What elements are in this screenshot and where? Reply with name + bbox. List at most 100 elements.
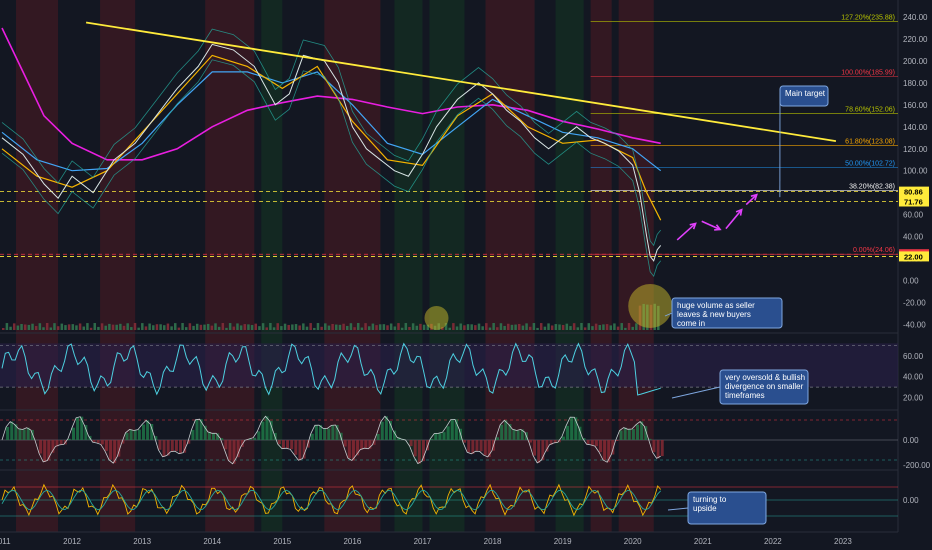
volume-bar [254,323,258,330]
volume-bar [389,323,393,330]
osc-histogram-bar [92,440,96,443]
volume-bar [419,323,422,330]
osc-histogram-bar [496,437,500,440]
price-tag-bg [899,251,929,262]
time-axis-tick: 2011 [0,537,11,546]
volume-bar [536,327,539,330]
osc-histogram-bar [331,425,335,440]
rsi-callout-text: divergence on smaller [725,382,804,391]
momentum-callout-pointer [667,507,689,511]
period-stripe [590,0,612,532]
fib-label: 100.00%(185.99) [841,69,895,76]
volume-bar [400,327,404,330]
volume-bar [477,323,481,330]
volume-bar [283,323,287,330]
volume-bar [481,326,484,330]
osc-histogram-bar [253,437,257,440]
period-stripe [485,0,535,532]
volume-bar [609,325,612,330]
main-price-pane[interactable]: 127.20%(235.88) 100.00%(185.99) 78.60%(152… [0,14,898,330]
volume-bar [349,323,353,330]
volume-bar [550,325,554,330]
price-axis-tick: 100.00 [903,167,928,176]
volume-bar [89,327,93,330]
volume-bar [364,323,367,330]
ma-short-line [1,54,662,221]
volume-bar [31,323,34,330]
volume-bar [635,323,638,330]
time-axis-tick: 2022 [764,537,782,546]
volume-bar [331,323,334,330]
volume-bar [2,328,5,330]
price-axis-tick: 120.00 [903,145,928,154]
volume-bar [386,325,389,330]
osc-histogram-bar [100,440,104,445]
volume-bar [602,324,605,330]
price-axis[interactable]: 240.00 220.00 200.00 180.00 160.00 140.00 120.… [899,13,931,505]
volume-bar [9,326,12,330]
projection-arrow [701,220,721,231]
osc-histogram-bar [640,421,644,440]
price-axis-tick: 180.00 [903,79,928,88]
volume-bar [309,323,312,330]
volume-bar [250,325,254,330]
volume-bar [71,324,75,330]
osc-histogram-bar [302,440,306,459]
oscillator-pane[interactable] [0,415,898,465]
osc-histogram-bar [409,440,413,447]
time-axis-tick: 2014 [203,537,221,546]
osc-histogram-bar [607,440,611,463]
osc-histogram-bar [281,440,285,449]
price-axis-tick: -20.00 [903,299,926,308]
momentum-callout-box [687,491,767,525]
volume-bar [100,323,104,330]
osc-histogram-bar [76,417,80,440]
volume-bar [78,323,82,330]
volume-bar [525,323,528,330]
volume-bar [441,326,444,330]
volume-bar [463,325,466,330]
osc-histogram-bar [508,424,512,440]
volume-bar [82,326,86,330]
volume-bar [34,326,38,330]
volume-bar [93,323,96,330]
volume-bar [448,327,451,330]
volume-bar [375,325,378,330]
osc-histogram-bar [631,429,635,440]
osc-histogram-bar [582,438,586,440]
osc-histogram-bar [59,440,63,445]
time-axis[interactable]: 2011 2012 2013 2014 2015 2016 2017 2018 2019 2020… [0,531,898,546]
volume-bar [232,326,236,330]
volume-bar [53,323,56,330]
osc-histogram-bar [364,440,368,449]
osc-histogram-bar [211,433,215,440]
osc-histogram-bar [179,440,183,454]
osc-histogram-bar [566,425,570,440]
volume-bar [338,324,342,330]
rsi-axis-tick: 40.00 [903,373,924,382]
rsi-line [1,342,661,396]
volume-bar [532,323,536,330]
volume-bar [243,324,247,330]
osc-histogram-bar [30,429,34,440]
osc-histogram-bar [417,440,421,464]
time-axis-tick: 2019 [554,537,572,546]
osc-histogram-bar [319,425,323,440]
osc-histogram-bar [121,440,125,444]
volume-bar [23,324,27,330]
time-axis-tick: 2020 [624,537,642,546]
osc-histogram-bar [150,423,154,440]
osc-histogram-bar [96,440,100,444]
volume-bar [199,324,203,330]
volume-bar [45,323,49,330]
osc-histogram-bar [137,429,141,440]
osc-histogram-bar [504,420,508,440]
volume-bar [56,326,60,330]
momentum-callout-text: upside [693,504,717,513]
volume-callout-text: leaves & new buyers [677,310,751,319]
osc-histogram-bar [183,440,187,453]
osc-histogram-bar [203,425,207,440]
ma-long-line [1,27,661,161]
volume-bar [510,324,514,330]
